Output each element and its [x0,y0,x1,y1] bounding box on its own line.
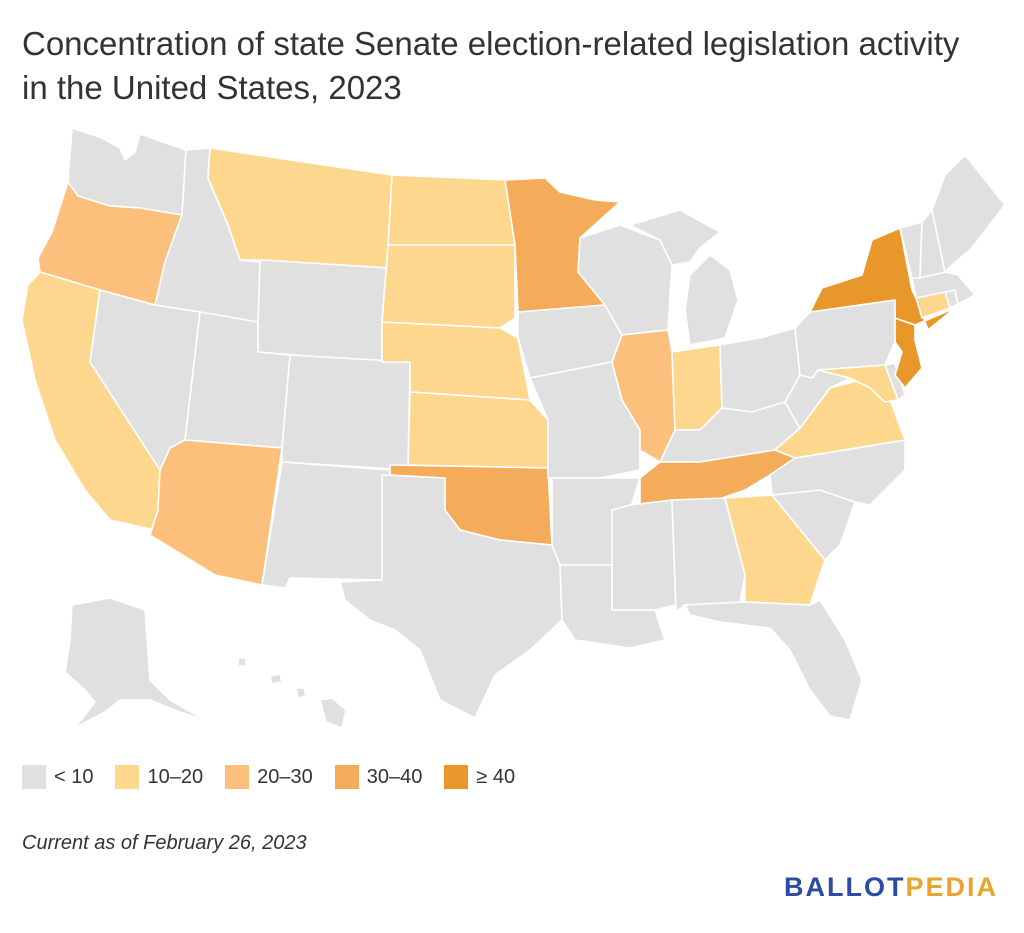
state-IL[interactable] [611,329,676,463]
state-MS[interactable] [611,499,677,611]
state-NM[interactable] [261,461,391,589]
legend-item-20-30: 20–30 [225,765,313,789]
state-AZ[interactable] [149,439,283,586]
map-title: Concentration of state Senate election-r… [22,25,960,106]
map-canvas [21,127,1006,729]
state-TX[interactable] [339,474,563,719]
state-MI[interactable] [629,209,739,346]
state-FL[interactable] [684,599,863,721]
logo-part-pedia: PEDIA [905,872,998,902]
legend-item-10-20: 10–20 [115,765,203,789]
legend-item-lt10: < 10 [22,765,93,789]
legend-label-lt10: < 10 [54,765,94,788]
legend-swatch-lt10 [22,765,46,789]
legend-item-ge40: ≥ 40 [444,765,515,789]
state-WY[interactable] [257,259,389,363]
legend-item-30-40: 30–40 [334,765,423,789]
legend-label-30-40: 30–40 [366,765,423,788]
state-ND[interactable] [387,174,516,246]
ballotpedia-logo[interactable]: BALLOTPEDIA [784,872,998,903]
legend-label-10-20: 10–20 [147,765,204,788]
currency-note: Current as of February 26, 2023 [22,832,307,854]
legend-label-20-30: 20–30 [257,765,313,788]
state-ME[interactable] [931,154,1006,273]
state-CO[interactable] [281,354,411,471]
legend-label-ge40: ≥ 40 [476,765,516,788]
legend-swatch-ge40 [444,765,469,789]
state-KS[interactable] [407,391,549,469]
state-DE[interactable] [884,362,906,401]
us-choropleth-map [0,115,1024,755]
legend-swatch-10-20 [115,765,140,789]
state-SD[interactable] [381,244,516,329]
state-MA[interactable] [911,271,976,305]
state-AK[interactable] [64,597,206,729]
map-legend: < 10 10–20 20–30 30–40 ≥ 40 [22,762,537,792]
state-HI[interactable] [237,657,347,729]
legend-swatch-30-40 [334,765,359,789]
state-NJ[interactable] [894,317,923,389]
logo-part-ballot: BALLOT [783,872,906,902]
legend-swatch-20-30 [225,765,250,789]
